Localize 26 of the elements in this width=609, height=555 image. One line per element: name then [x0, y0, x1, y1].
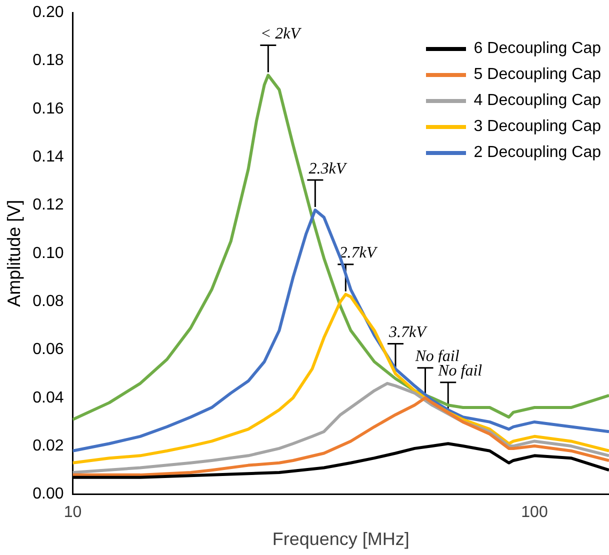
x-tick-label: 10 [64, 504, 82, 522]
legend-label: 6 Decoupling Cap [474, 39, 601, 59]
legend-label: 4 Decoupling Cap [474, 91, 601, 111]
y-tick-label: 0.20 [32, 4, 64, 22]
annotation: No fail [414, 348, 460, 366]
y-tick-label: 0.18 [32, 52, 64, 70]
y-tick-label: 0.06 [32, 341, 64, 358]
legend-label: 3 Decoupling Cap [474, 117, 601, 137]
annotation: 2.7kV [339, 244, 378, 262]
annotation: No fail [437, 362, 483, 380]
y-tick-label: 0.14 [32, 148, 64, 166]
y-tick-label: 0.10 [32, 244, 64, 262]
y-tick-label: 0.08 [32, 292, 64, 310]
annotation: < 2kV [260, 25, 302, 42]
annotation: 3.7kV [388, 324, 428, 342]
annotation: 2.3kV [308, 160, 348, 178]
x-tick-label: 100 [521, 504, 548, 522]
y-tick-label: 0.00 [32, 486, 64, 503]
y-tick-label: 0.16 [32, 100, 64, 118]
y-tick-label: 0.04 [32, 389, 64, 406]
x-axis-title: Frequency [MHz] [272, 529, 410, 550]
legend-label: 5 Decoupling Cap [474, 65, 601, 85]
legend-label: 2 Decoupling Cap [474, 143, 601, 163]
y-axis-title: Amplitude [V] [4, 200, 24, 307]
y-tick-label: 0.12 [32, 196, 64, 214]
y-tick-label: 0.02 [32, 437, 64, 454]
